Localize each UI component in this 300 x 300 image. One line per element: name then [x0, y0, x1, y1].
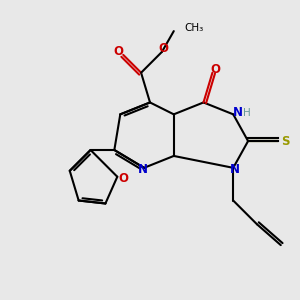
Text: O: O	[114, 45, 124, 58]
Text: H: H	[243, 108, 250, 118]
Text: N: N	[138, 163, 148, 176]
Text: CH₃: CH₃	[184, 23, 203, 33]
Text: S: S	[281, 135, 290, 148]
Text: O: O	[158, 42, 168, 56]
Text: O: O	[118, 172, 128, 185]
Text: N: N	[233, 106, 243, 119]
Text: O: O	[210, 63, 220, 76]
Text: N: N	[230, 163, 240, 176]
